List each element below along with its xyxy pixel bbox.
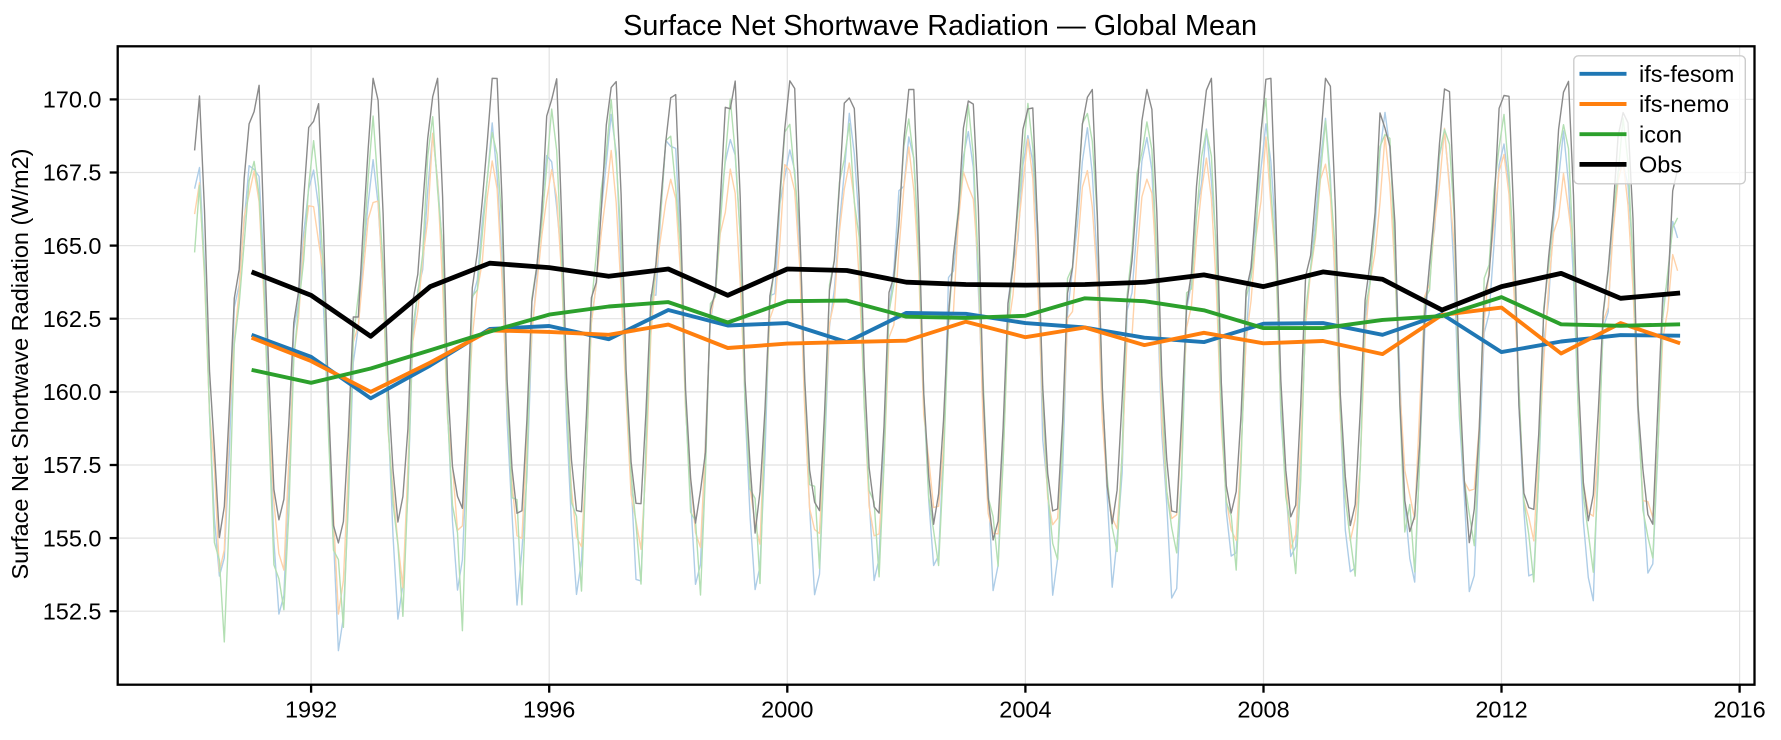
svg-text:1996: 1996 xyxy=(523,697,575,723)
svg-text:160.0: 160.0 xyxy=(43,379,102,405)
svg-text:155.0: 155.0 xyxy=(43,525,102,551)
svg-text:Obs: Obs xyxy=(1639,152,1682,178)
svg-text:icon: icon xyxy=(1639,121,1682,147)
svg-text:2000: 2000 xyxy=(761,697,813,723)
svg-text:ifs-nemo: ifs-nemo xyxy=(1639,91,1729,117)
svg-text:ifs-fesom: ifs-fesom xyxy=(1639,61,1734,87)
svg-text:157.5: 157.5 xyxy=(43,452,102,478)
svg-text:162.5: 162.5 xyxy=(43,306,102,332)
svg-text:1992: 1992 xyxy=(285,697,337,723)
svg-text:Surface Net Shortwave Radiatio: Surface Net Shortwave Radiation — Global… xyxy=(623,10,1257,42)
svg-text:170.0: 170.0 xyxy=(43,87,102,113)
svg-text:Surface Net Shortwave Radiatio: Surface Net Shortwave Radiation (W/m2) xyxy=(7,149,33,580)
svg-text:2008: 2008 xyxy=(1237,697,1289,723)
svg-text:167.5: 167.5 xyxy=(43,160,102,186)
svg-text:2004: 2004 xyxy=(999,697,1051,723)
svg-text:165.0: 165.0 xyxy=(43,233,102,259)
svg-text:2016: 2016 xyxy=(1713,697,1765,723)
svg-text:2012: 2012 xyxy=(1475,697,1527,723)
svg-text:152.5: 152.5 xyxy=(43,598,102,624)
